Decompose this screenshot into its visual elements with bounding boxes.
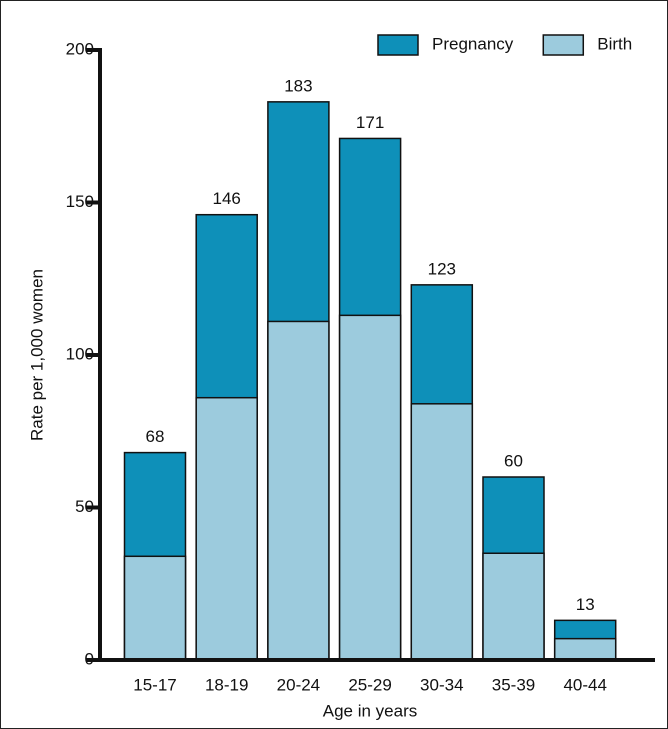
legend-label: Pregnancy: [432, 34, 514, 53]
value-label: 146: [213, 189, 241, 208]
x-tick-label: 18-19: [205, 675, 248, 694]
value-label: 171: [356, 113, 384, 132]
value-label: 60: [504, 451, 523, 470]
x-tick-label: 25-29: [348, 675, 391, 694]
x-tick-label: 40-44: [563, 675, 606, 694]
value-label: 183: [284, 76, 312, 95]
x-tick-label: 35-39: [492, 675, 535, 694]
value-label: 123: [428, 259, 456, 278]
bar: [267, 320, 330, 661]
x-tick-label: 20-24: [277, 675, 320, 694]
x-axis-label: Age in years: [323, 701, 418, 720]
y-axis-label: Rate per 1,000 women: [27, 269, 46, 441]
y-tick-label: 100: [66, 344, 94, 363]
value-label: 13: [576, 595, 595, 614]
y-tick-label: 200: [66, 39, 94, 58]
value-label: 68: [146, 427, 165, 446]
x-tick-label: 30-34: [420, 675, 463, 694]
bar: [338, 314, 402, 661]
bar: [482, 552, 545, 661]
bar: [123, 555, 187, 661]
bar: [410, 403, 474, 661]
bar: [553, 637, 617, 661]
legend-swatch: [377, 34, 419, 56]
y-tick-label: 50: [75, 497, 94, 516]
legend-swatch: [542, 34, 585, 56]
legend-label: Birth: [597, 34, 632, 53]
y-tick-label: 150: [66, 192, 94, 211]
x-tick-label: 15-17: [133, 675, 176, 694]
bar: [195, 396, 258, 661]
